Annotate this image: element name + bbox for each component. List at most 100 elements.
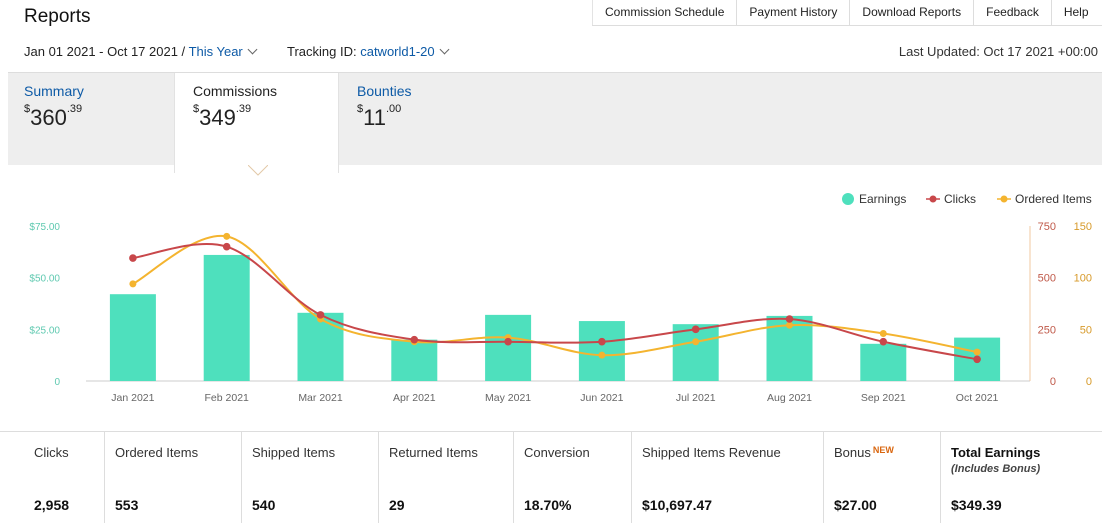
ordered-items-point	[879, 329, 887, 337]
left-axis-tick: $75.00	[29, 222, 60, 233]
right-axis-ordered-tick: 0	[1086, 376, 1092, 388]
clicks-point	[316, 311, 325, 319]
stat-total-earnings: Total Earnings (Includes Bonus) $349.39	[940, 432, 1102, 523]
legend-label: Clicks	[944, 192, 976, 206]
stat-value: 2,958	[34, 497, 70, 513]
earnings-bar	[297, 312, 344, 381]
left-axis-tick: 0	[54, 377, 60, 388]
clicks-point	[785, 315, 794, 323]
date-range: Jan 01 2021 - Oct 17 2021 / This Year	[24, 44, 258, 59]
tab-summary-label: Summary	[24, 83, 84, 99]
clicks-point	[129, 254, 137, 262]
stat-clicks: Clicks 2,958	[0, 432, 104, 523]
page-title: Reports	[24, 6, 91, 27]
tab-bounties-amount: $11.00	[357, 103, 402, 130]
clicks-line	[132, 243, 978, 361]
stat-value: $10,697.47	[642, 497, 713, 513]
x-axis-tick: May 2021	[485, 392, 531, 404]
x-axis-tick: Mar 2021	[298, 392, 343, 404]
right-axis-ordered-tick: 150	[1074, 221, 1092, 233]
x-axis-tick: Apr 2021	[393, 392, 436, 404]
stat-value: $27.00	[834, 497, 877, 513]
tab-summary-amount: $360.39	[24, 103, 83, 130]
right-axis-clicks-tick: 0	[1050, 376, 1056, 388]
tracking-id-dropdown[interactable]: catworld1-20	[360, 44, 450, 59]
stats-row: Clicks 2,958 Ordered Items 553 Shipped Items…	[0, 431, 1102, 523]
clicks-point	[691, 325, 700, 334]
active-tab-pointer	[248, 165, 268, 176]
right-axis-ordered-tick: 100	[1074, 273, 1092, 285]
right-axis-clicks-tick: 250	[1038, 324, 1056, 336]
clicks-point	[222, 242, 231, 251]
date-range-text: Jan 01 2021 - Oct 17 2021 /	[24, 44, 186, 59]
ordered-items-point	[692, 338, 700, 346]
tab-commissions-label: Commissions	[193, 83, 278, 99]
commission-schedule-link[interactable]: Commission Schedule	[592, 0, 736, 25]
earnings-bar	[860, 343, 907, 381]
stat-value: 29	[389, 497, 405, 513]
clicks-point	[598, 337, 606, 346]
ordered-items-point	[786, 321, 793, 329]
stat-label: Clicks	[34, 445, 69, 460]
clicks-point	[410, 335, 419, 344]
legend-label: Earnings	[859, 192, 906, 206]
x-axis-tick: Sep 2021	[861, 392, 906, 404]
right-axis-ordered-tick: 50	[1080, 324, 1092, 336]
x-axis-tick: Jul 2021	[676, 392, 716, 404]
help-link[interactable]: Help	[1050, 0, 1101, 25]
x-axis-tick: Jan 2021	[111, 392, 154, 404]
summary-tabs: Summary $360.39 Commissions $349.39 Boun…	[8, 72, 1102, 173]
filter-bar: Jan 01 2021 - Oct 17 2021 / This Year Tr…	[0, 40, 1102, 66]
stat-label: Shipped Items Revenue	[642, 445, 781, 460]
chevron-down-icon	[439, 44, 450, 55]
stat-label: Total Earnings	[951, 445, 1041, 460]
stat-label: Ordered Items	[115, 445, 199, 460]
ordered-items-line	[132, 234, 978, 357]
stat-returned-items: Returned Items 29	[378, 432, 513, 523]
last-updated: Last Updated: Oct 17 2021 +00:00	[898, 44, 1098, 59]
header: Reports Commission Schedule Payment Hist…	[0, 0, 1102, 36]
x-axis-tick: Oct 2021	[956, 392, 999, 404]
legend-label: Ordered Items	[1015, 192, 1092, 206]
stat-value: $349.39	[951, 497, 1002, 513]
earnings-bar	[485, 314, 532, 381]
tab-bounties-label: Bounties	[357, 83, 412, 99]
stat-value: 553	[115, 497, 139, 513]
top-nav: Commission Schedule Payment History Down…	[592, 0, 1102, 26]
clicks-point	[879, 337, 888, 346]
stat-shipped-items-revenue: Shipped Items Revenue $10,697.47	[631, 432, 823, 523]
earnings-chart: 0 $25.00 $50.00 $75.00 0 250 500 750 0 50 100 150 Ja…	[29, 192, 1092, 404]
legend-earnings-swatch	[842, 193, 854, 205]
stat-shipped-items: Shipped Items 540	[241, 432, 378, 523]
stat-label: Conversion	[524, 445, 590, 460]
tab-commissions[interactable]: Commissions $349.39	[174, 73, 339, 173]
stat-label: Bonus NEW	[834, 445, 894, 460]
payment-history-link[interactable]: Payment History	[736, 0, 849, 25]
legend-point-swatch	[929, 195, 937, 203]
stat-conversion: Conversion 18.70%	[513, 432, 631, 523]
right-axis-clicks-tick: 500	[1038, 273, 1056, 285]
tracking-id: Tracking ID: catworld1-20	[287, 44, 450, 59]
chevron-down-icon	[247, 44, 258, 55]
ordered-items-point	[223, 232, 231, 240]
tab-summary[interactable]: Summary $360.39	[24, 73, 84, 166]
stat-value: 18.70%	[524, 497, 572, 513]
stat-value: 540	[252, 497, 276, 513]
ordered-items-point	[598, 351, 606, 359]
x-axis-tick: Aug 2021	[767, 392, 812, 404]
period-dropdown[interactable]: This Year	[189, 44, 258, 59]
x-axis-tick: Jun 2021	[580, 392, 623, 404]
stat-sublabel: (Includes Bonus)	[951, 463, 1041, 475]
download-reports-link[interactable]: Download Reports	[849, 0, 973, 25]
stat-ordered-items: Ordered Items 553	[104, 432, 241, 523]
tab-bounties[interactable]: Bounties $11.00	[357, 73, 411, 166]
feedback-link[interactable]: Feedback	[973, 0, 1051, 25]
left-axis-tick: $25.00	[29, 325, 60, 336]
clicks-point	[973, 355, 981, 364]
clicks-point	[504, 337, 512, 346]
earnings-bar	[203, 254, 250, 381]
tab-commissions-amount: $349.39	[193, 103, 252, 130]
legend-point-swatch	[1000, 195, 1008, 203]
earnings-bar	[109, 294, 156, 381]
stat-label: Shipped Items	[252, 445, 336, 460]
